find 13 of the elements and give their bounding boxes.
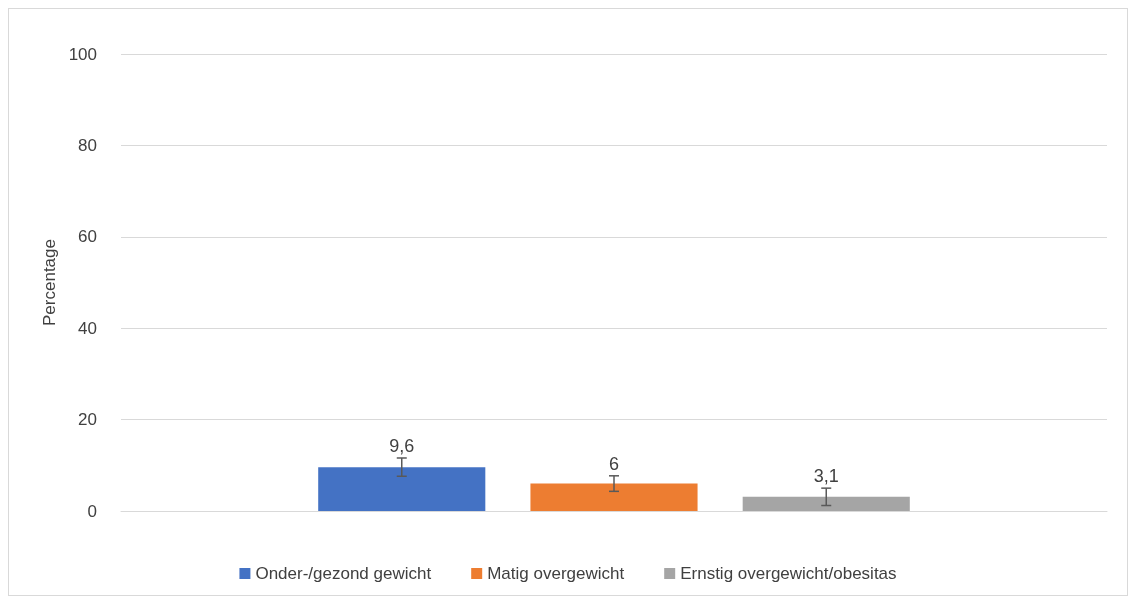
y-axis-title: Percentage: [39, 239, 59, 326]
y-tick-label: 20: [78, 410, 97, 430]
data-label: 6: [608, 453, 620, 474]
y-tick-label: 40: [78, 318, 97, 338]
legend-label: Onder-/gezond gewicht: [255, 564, 432, 583]
legend-label: Matig overgewicht: [487, 564, 625, 583]
data-label: 3,1: [813, 466, 839, 487]
y-tick-label: 80: [78, 135, 97, 155]
data-label: 9,6: [389, 435, 415, 456]
legend-label: Ernstig overgewicht/obesitas: [680, 564, 897, 583]
y-tick-label: 100: [68, 44, 97, 64]
y-tick-label: 60: [78, 227, 97, 247]
y-tick-label: 0: [87, 501, 97, 521]
